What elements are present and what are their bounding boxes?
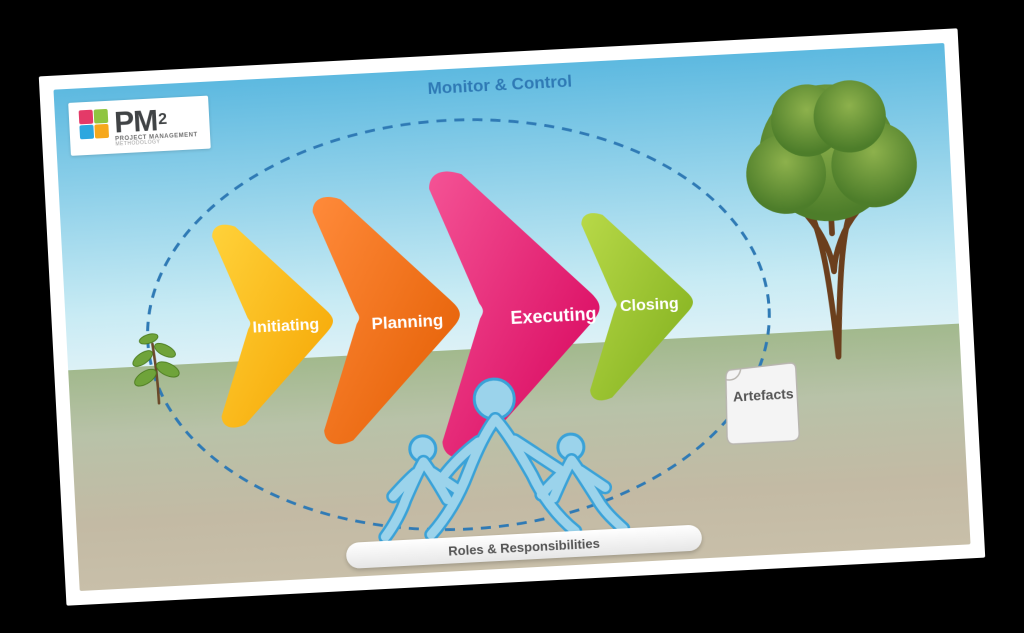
- logo-sup-text: 2: [158, 110, 168, 127]
- scene: PM2 PROJECT MANAGEMENT METHODOLOGY Monit…: [53, 43, 970, 591]
- plant-icon: [120, 324, 194, 408]
- logo-pm-text: PM: [114, 106, 159, 138]
- logo-mark-icon: [79, 108, 109, 138]
- phase-label: Closing: [620, 294, 680, 315]
- phase-label: Executing: [510, 303, 597, 328]
- pm2-logo: PM2 PROJECT MANAGEMENT METHODOLOGY: [68, 95, 210, 155]
- infographic-card: PM2 PROJECT MANAGEMENT METHODOLOGY Monit…: [39, 28, 985, 605]
- roles-figures-icon: [363, 364, 632, 547]
- artefacts-paper: Artefacts: [714, 352, 814, 452]
- roles-label: Roles & Responsibilities: [448, 535, 600, 558]
